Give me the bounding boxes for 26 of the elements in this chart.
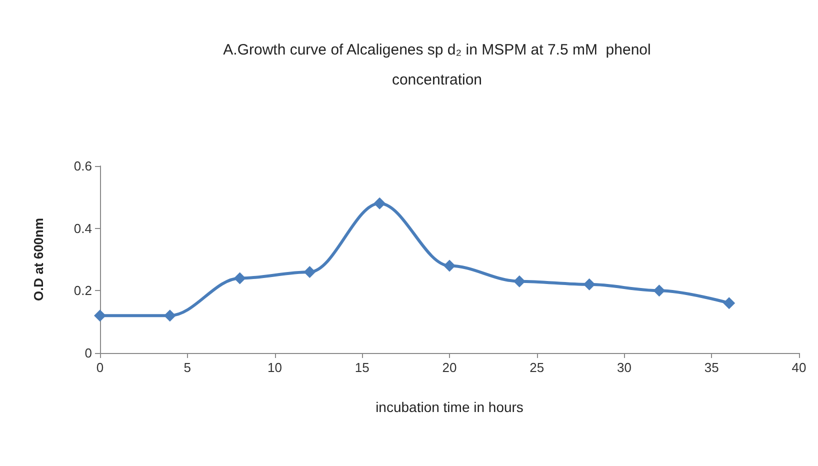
point: [653, 284, 666, 297]
x-axis-title: incubation time in hours: [376, 399, 524, 415]
x-tick-label: 0: [96, 360, 104, 375]
y-tick-label: 0.6: [74, 158, 92, 174]
y-tick-label: 0.2: [74, 283, 92, 298]
y-tick-label: 0: [84, 346, 92, 360]
y-axis-title: O.D at 600nm: [31, 218, 46, 302]
x-tick-label: 35: [704, 360, 719, 375]
chart-title: A.Growth curve of Alcaligenes sp d₂ in MSPM at 7.5 mM phenol concentration: [223, 42, 651, 88]
x-tick-label: 40: [792, 360, 806, 375]
point: [164, 310, 176, 322]
x-tick-label: 15: [354, 360, 370, 375]
x-tick-label: 5: [184, 360, 191, 375]
point: [234, 272, 246, 284]
point: [374, 197, 386, 210]
point: [583, 278, 596, 290]
x-tick-label: 30: [617, 360, 632, 375]
point: [304, 266, 316, 278]
y-tick-label: 0.4: [74, 220, 92, 236]
x-tick-label: 10: [268, 360, 282, 375]
point: [94, 310, 106, 322]
x-tick-label: 20: [442, 360, 457, 375]
point: [723, 297, 736, 310]
x-tick-label: 25: [530, 360, 544, 375]
point: [444, 260, 456, 272]
point: [513, 275, 526, 288]
